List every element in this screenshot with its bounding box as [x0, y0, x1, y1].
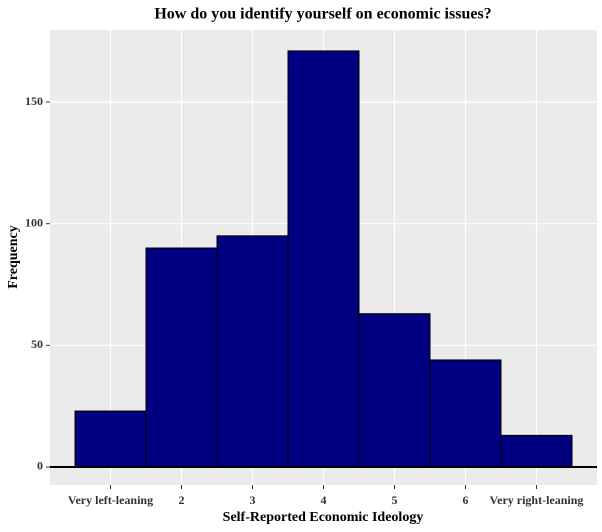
- y-tick-label: 150: [25, 94, 43, 108]
- y-tick-label: 0: [37, 459, 43, 473]
- y-tick-label: 50: [31, 337, 43, 351]
- y-tick-label: 100: [25, 215, 43, 229]
- chart-title: How do you identify yourself on economic…: [154, 6, 491, 23]
- x-axis-title: Self-Reported Economic Ideology: [223, 510, 424, 525]
- x-tick-label: 5: [392, 493, 398, 507]
- bar: [358, 313, 431, 468]
- x-tick-label: 3: [250, 493, 256, 507]
- y-axis-title: Frequency: [6, 225, 21, 289]
- bar: [500, 434, 573, 468]
- bar: [287, 50, 360, 468]
- bar: [216, 235, 289, 468]
- bar: [429, 359, 502, 468]
- bar: [145, 247, 218, 468]
- x-tick-label: Very left-leaning: [68, 493, 153, 507]
- x-tick-label: 2: [179, 493, 185, 507]
- x-tick-label: 4: [321, 493, 327, 507]
- x-tick-label: 6: [463, 493, 469, 507]
- bar: [74, 410, 147, 468]
- x-tick-label: Very right-leaning: [490, 493, 584, 507]
